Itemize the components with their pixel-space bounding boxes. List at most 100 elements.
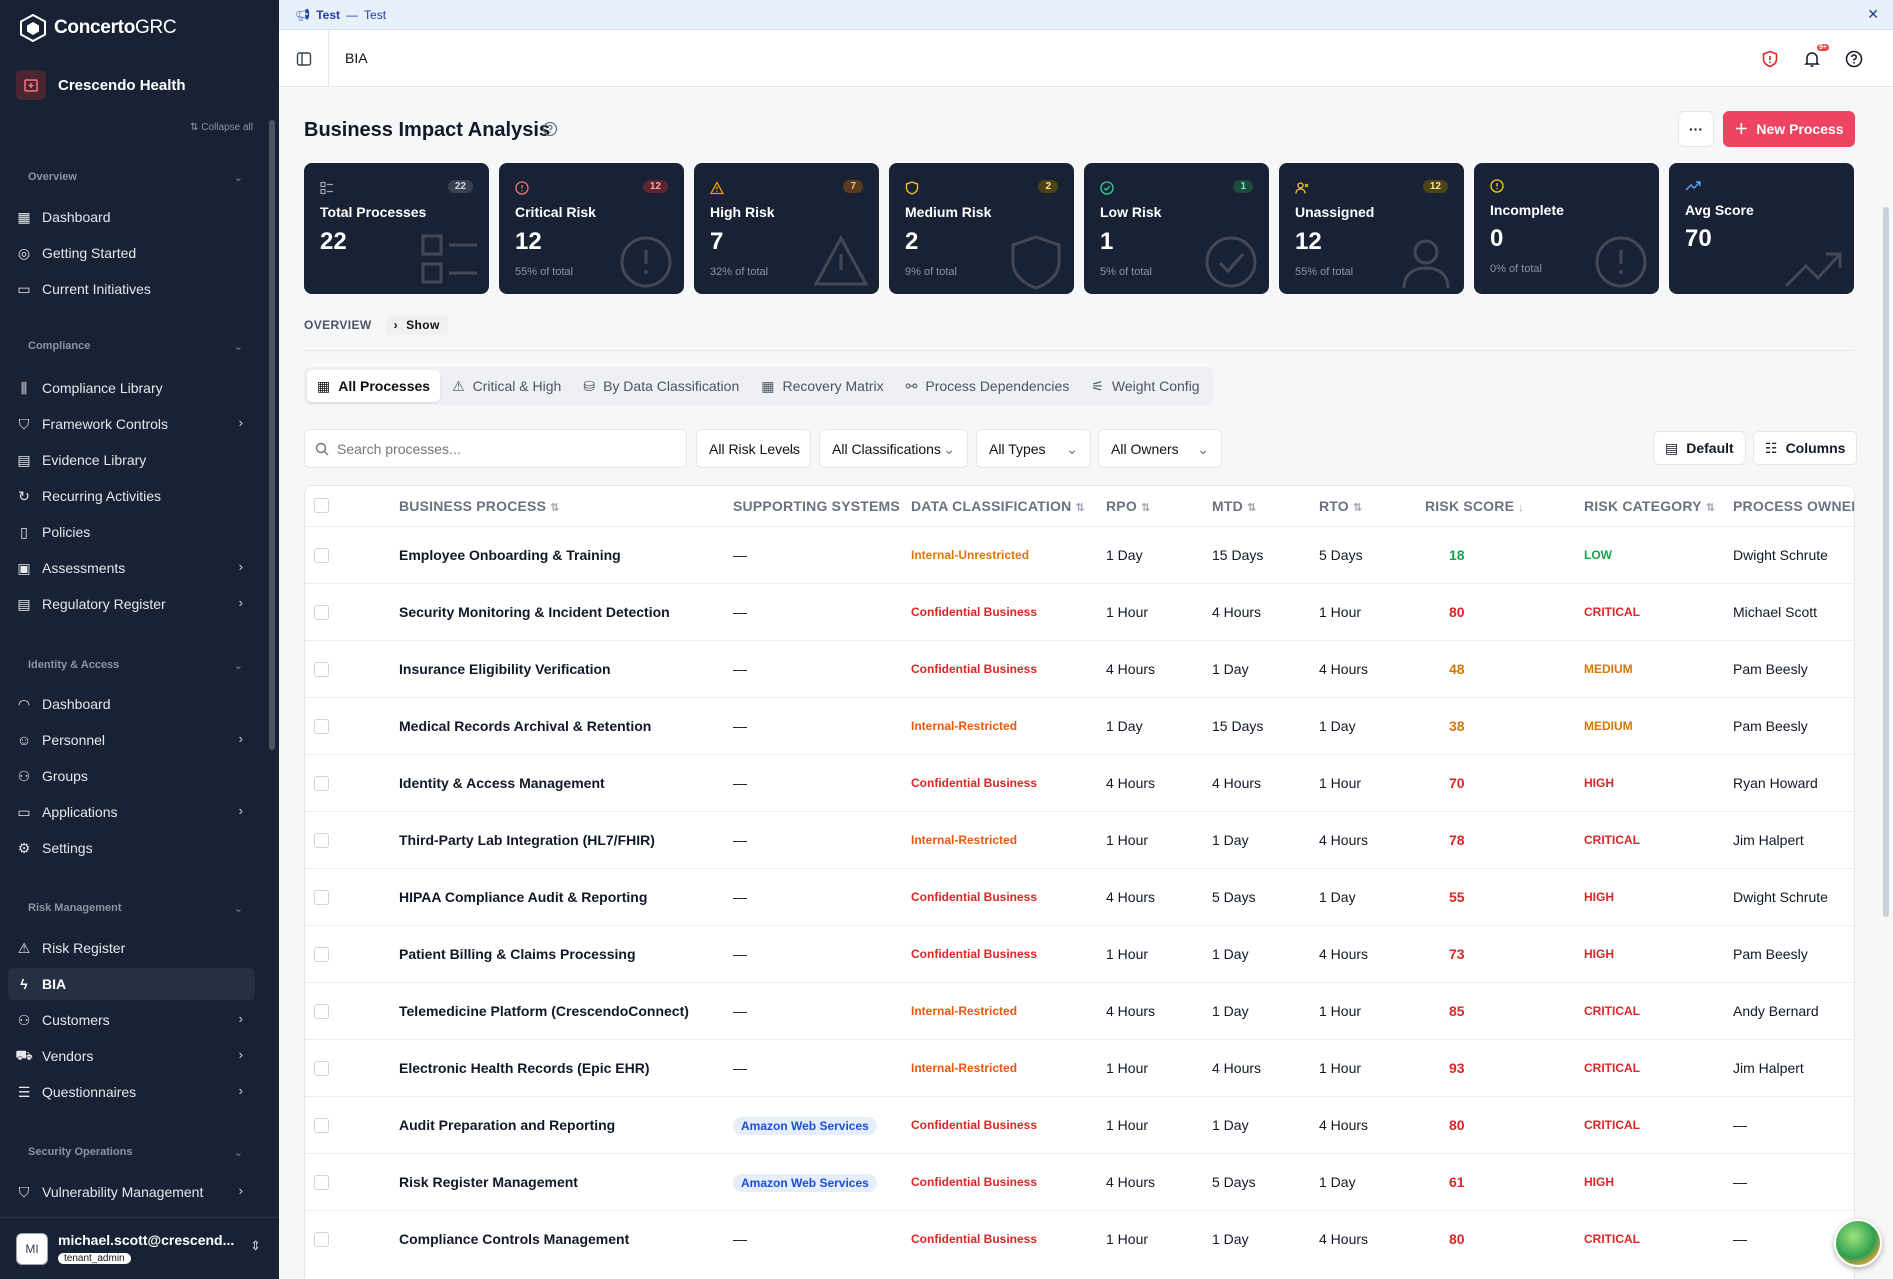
sidebar-item-questionnaires[interactable]: ☰ Questionnaires › — [17, 1083, 243, 1100]
table-row[interactable]: Third-Party Lab Integration (HL7/FHIR) — I… — [305, 811, 1854, 868]
process-name[interactable]: Risk Register Management — [399, 1174, 578, 1190]
info-help-icon[interactable] — [542, 121, 558, 137]
brand-logo[interactable]: ConcertoGRC — [20, 14, 177, 42]
row-checkbox[interactable] — [314, 833, 329, 848]
table-row[interactable]: HIPAA Compliance Audit & Reporting — Confi… — [305, 868, 1854, 925]
process-name[interactable]: Medical Records Archival & Retention — [399, 718, 652, 734]
process-name[interactable]: Employee Onboarding & Training — [399, 547, 621, 563]
collapse-all-button[interactable]: ⇅ Collapse all — [190, 122, 253, 133]
table-row[interactable]: Audit Preparation and Reporting Amazon We… — [305, 1096, 1854, 1153]
sidebar-item-settings[interactable]: ⚙ Settings — [17, 839, 93, 857]
row-checkbox[interactable] — [314, 1004, 329, 1019]
process-name[interactable]: Electronic Health Records (Epic EHR) — [399, 1060, 650, 1076]
process-name[interactable]: Audit Preparation and Reporting — [399, 1117, 616, 1133]
row-checkbox[interactable] — [314, 1232, 329, 1247]
sidebar-item-vulnerability-management[interactable]: ⛉ Vulnerability Management › — [8, 1176, 255, 1208]
sidebar-item-vendors[interactable]: ⛟ Vendors › — [15, 1046, 243, 1065]
process-name[interactable]: Patient Billing & Claims Processing — [399, 946, 636, 962]
table-row[interactable]: Employee Onboarding & Training — Internal-… — [305, 526, 1854, 583]
col-rpo[interactable]: RPO ⇅ — [1106, 498, 1151, 514]
nav-section-risk[interactable]: Risk Management ⌄ — [28, 902, 243, 915]
owner-select[interactable]: All Owners ⌄ — [1098, 429, 1222, 468]
stat-card-critical[interactable]: 12 Critical Risk 12 55% of total — [499, 163, 684, 294]
user-menu[interactable]: MI michael.scott@crescend... tenant_admi… — [0, 1217, 279, 1279]
tab-weight-config[interactable]: ⚟ Weight Config — [1091, 377, 1200, 395]
table-row[interactable]: Risk Register Management Amazon Web Servi… — [305, 1153, 1854, 1210]
stat-card-incomplete[interactable]: Incomplete 0 0% of total — [1474, 163, 1659, 294]
row-checkbox[interactable] — [314, 947, 329, 962]
col-data-classification[interactable]: DATA CLASSIFICATION ⇅ — [911, 498, 1085, 514]
system-chip[interactable]: Amazon Web Services — [733, 1174, 877, 1193]
table-row[interactable]: Electronic Health Records (Epic EHR) — Int… — [305, 1039, 1854, 1096]
sidebar-item-compliance-library[interactable]: ⫼ Compliance Library — [8, 372, 255, 404]
tab-process-dependencies[interactable]: ⚯ Process Dependencies — [905, 377, 1070, 395]
row-checkbox[interactable] — [314, 662, 329, 677]
row-checkbox[interactable] — [314, 1118, 329, 1133]
row-checkbox[interactable] — [314, 890, 329, 905]
sidebar-item-bia[interactable]: ϟ BIA — [8, 968, 255, 1000]
stat-card-unassigned[interactable]: 12 Unassigned 12 55% of total — [1279, 163, 1464, 294]
columns-button[interactable]: ☷ Columns — [1753, 431, 1858, 465]
tab-by-data-classification[interactable]: ⛁ By Data Classification — [583, 377, 740, 395]
col-risk-category[interactable]: RISK CATEGORY ⇅ — [1584, 498, 1716, 514]
row-checkbox[interactable] — [314, 605, 329, 620]
process-name[interactable]: Identity & Access Management — [399, 775, 605, 791]
sidebar-item-policies[interactable]: ▯ Policies — [8, 516, 255, 548]
row-checkbox[interactable] — [314, 719, 329, 734]
table-row[interactable]: Compliance Controls Management — Confident… — [305, 1210, 1854, 1267]
process-name[interactable]: Third-Party Lab Integration (HL7/FHIR) — [399, 832, 655, 848]
default-view-button[interactable]: ▤ Default — [1653, 431, 1746, 465]
table-row[interactable]: Security Monitoring & Incident Detection… — [305, 583, 1854, 640]
sidebar-item-applications[interactable]: ▭ Applications › — [17, 803, 243, 820]
row-checkbox[interactable] — [314, 776, 329, 791]
process-name[interactable]: HIPAA Compliance Audit & Reporting — [399, 889, 648, 905]
sidebar-item-assessments[interactable]: ▣ Assessments › — [17, 559, 243, 576]
sidebar-item-getting-started[interactable]: ◎ Getting Started — [17, 244, 137, 262]
search-input[interactable] — [337, 440, 657, 457]
more-options-button[interactable]: ··· — [1678, 111, 1714, 147]
sidebar-item-customers[interactable]: ⚇ Customers › — [17, 1011, 243, 1028]
close-icon[interactable]: ✕ — [1867, 6, 1879, 22]
tab-recovery-matrix[interactable]: ▦ Recovery Matrix — [761, 377, 884, 395]
notification-bell-icon[interactable]: 9+ — [1801, 44, 1829, 70]
show-overview-button[interactable]: › Show — [385, 315, 448, 335]
sidebar-item-groups[interactable]: ⚇ Groups — [17, 767, 88, 785]
process-name[interactable]: Telemedicine Platform (CrescendoConnect) — [399, 1003, 689, 1019]
help-icon[interactable] — [1843, 48, 1865, 70]
sidebar-item-recurring-activities[interactable]: ↻ Recurring Activities — [8, 480, 255, 512]
table-row[interactable]: Identity & Access Management — Confidentia… — [305, 754, 1854, 811]
sidebar-item-evidence-library[interactable]: ▤ Evidence Library — [17, 451, 147, 469]
system-chip[interactable]: Amazon Web Services — [733, 1117, 877, 1136]
sidebar-item-framework-controls[interactable]: ⛉ Framework Controls › — [8, 408, 255, 440]
assistant-avatar-button[interactable] — [1834, 1219, 1882, 1267]
sidebar-scrollbar[interactable] — [269, 120, 275, 750]
tab-critical-high[interactable]: ⚠ Critical & High — [452, 377, 562, 395]
new-process-button[interactable]: ＋ New Process — [1723, 111, 1855, 147]
select-all-checkbox[interactable] — [314, 498, 329, 513]
sidebar-item-risk-register[interactable]: ⚠ Risk Register — [17, 939, 126, 957]
stat-card-avg-score[interactable]: Avg Score 70 — [1669, 163, 1854, 294]
classification-select[interactable]: All Classifications ⌄ — [819, 429, 968, 468]
nav-section-compliance[interactable]: Compliance ⌄ — [28, 340, 243, 353]
process-name[interactable]: Compliance Controls Management — [399, 1231, 630, 1247]
table-row[interactable]: Patient Billing & Claims Processing — Conf… — [305, 925, 1854, 982]
col-mtd[interactable]: MTD ⇅ — [1212, 498, 1257, 514]
row-checkbox[interactable] — [314, 1175, 329, 1190]
org-switcher[interactable]: Crescendo Health — [16, 70, 186, 100]
stat-card-low[interactable]: 1 Low Risk 1 5% of total — [1084, 163, 1269, 294]
nav-section-identity[interactable]: Identity & Access ⌄ — [28, 659, 243, 672]
sidebar-toggle-button[interactable] — [279, 30, 329, 87]
shield-alert-icon[interactable] — [1759, 48, 1781, 70]
row-checkbox[interactable] — [314, 1061, 329, 1076]
table-row[interactable]: Insurance Eligibility Verification — Confi… — [305, 640, 1854, 697]
nav-section-secops[interactable]: Security Operations ⌄ — [28, 1146, 243, 1159]
stat-card-medium[interactable]: 2 Medium Risk 2 9% of total — [889, 163, 1074, 294]
type-select[interactable]: All Types ⌄ — [976, 429, 1091, 468]
process-name[interactable]: Security Monitoring & Incident Detection — [399, 604, 670, 620]
stat-card-total[interactable]: 22 Total Processes 22 — [304, 163, 489, 294]
sidebar-item-regulatory-register[interactable]: ▤ Regulatory Register › — [17, 595, 243, 612]
sidebar-item-dashboard[interactable]: ▦ Dashboard — [17, 208, 111, 226]
process-name[interactable]: Insurance Eligibility Verification — [399, 661, 611, 677]
stat-card-high[interactable]: 7 High Risk 7 32% of total — [694, 163, 879, 294]
sidebar-item-ia-dashboard[interactable]: ◠ Dashboard — [17, 695, 111, 713]
